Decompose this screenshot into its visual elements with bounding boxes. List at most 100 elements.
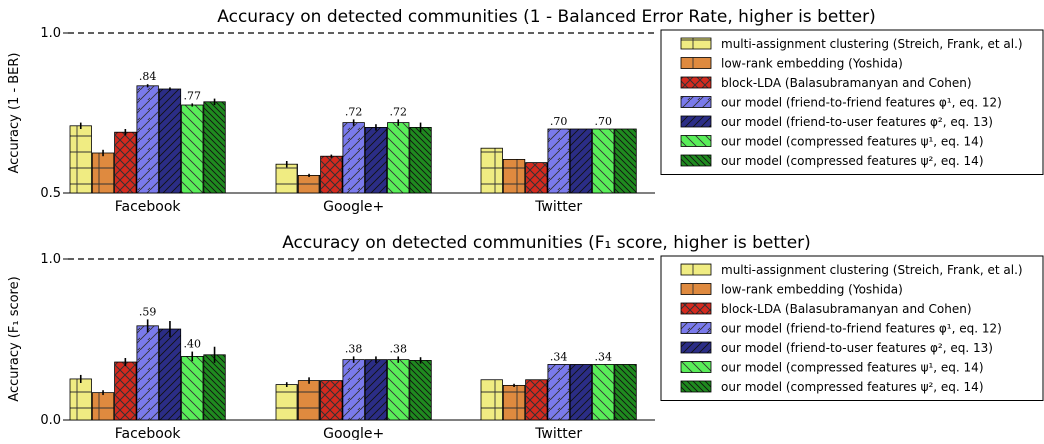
- x-tick-label: Google+: [323, 199, 384, 215]
- legend-swatch: [680, 96, 712, 108]
- y-tick-label: 0.5: [40, 186, 61, 201]
- bar: [364, 359, 388, 421]
- legend-swatch: [680, 37, 712, 50]
- bar: [342, 122, 365, 194]
- bar: [409, 360, 432, 421]
- legend-entry: our model (compressed features ψ², eq. 1…: [721, 380, 984, 394]
- legend-swatch: [680, 115, 712, 128]
- bar: [297, 380, 321, 421]
- bar: [181, 356, 204, 421]
- bar: [114, 361, 137, 421]
- legend-swatch: [680, 57, 712, 69]
- legend-swatch: [680, 341, 712, 354]
- bar: [409, 127, 432, 194]
- data-label: .84: [139, 70, 157, 83]
- bar: [158, 88, 182, 194]
- x-tick-label: Google+: [323, 426, 384, 440]
- data-label: .70: [550, 115, 568, 128]
- legend-swatch: [680, 322, 712, 334]
- y-tick-label: 1.0: [40, 26, 61, 41]
- data-label: .77: [184, 89, 202, 102]
- bar: [114, 131, 137, 194]
- legend-swatch: [680, 135, 712, 147]
- chart-title: Accuracy on detected communities (1 - Ba…: [217, 7, 875, 27]
- bar: [569, 364, 593, 421]
- legend-entry: block-LDA (Balasubramanyan and Cohen): [721, 76, 972, 90]
- bar: [547, 128, 570, 194]
- bar: [614, 364, 637, 421]
- bar: [136, 325, 159, 421]
- bar: [480, 147, 503, 194]
- data-label: .38: [345, 342, 363, 355]
- legend-swatch: [680, 283, 712, 295]
- bar: [387, 122, 410, 194]
- bar: [91, 152, 115, 194]
- legend-swatch: [680, 263, 712, 276]
- legend-swatch: [680, 76, 712, 89]
- legend: multi-assignment clustering (Streich, Fr…: [660, 255, 1044, 401]
- legend-swatch: [680, 361, 712, 373]
- bar: [342, 359, 365, 421]
- legend-entry: our model (friend-to-user features φ², e…: [721, 115, 993, 129]
- data-label: .72: [345, 105, 363, 118]
- bar: [136, 85, 159, 194]
- bar: [275, 384, 298, 421]
- y-tick-label: 1.0: [40, 252, 61, 267]
- y-axis-label: Accuracy (1 - BER): [7, 52, 22, 173]
- chart-panel-1: Accuracy on detected communities (1 - Ba…: [7, 7, 1044, 215]
- legend-swatch: [680, 154, 712, 167]
- legend-entry: our model (friend-to-friend features φ¹,…: [721, 96, 1002, 110]
- chart-title: Accuracy on detected communities (F₁ sco…: [282, 233, 811, 253]
- chart-panel-2: Accuracy on detected communities (F₁ sco…: [7, 233, 1044, 442]
- bar: [592, 364, 615, 421]
- y-tick-label: 0.0: [40, 413, 61, 428]
- bar: [387, 359, 410, 421]
- data-label: .40: [184, 338, 202, 351]
- data-label: .38: [390, 342, 408, 355]
- bar: [364, 127, 388, 194]
- legend-box: [660, 29, 1044, 175]
- data-label: .34: [595, 350, 613, 363]
- bar: [275, 163, 298, 194]
- legend-swatch: [680, 302, 712, 315]
- bar: [181, 104, 204, 194]
- data-label: .72: [390, 105, 408, 118]
- bar: [69, 378, 92, 421]
- legend-entry: block-LDA (Balasubramanyan and Cohen): [721, 302, 972, 316]
- bar: [203, 354, 226, 421]
- x-tick-label: Facebook: [115, 426, 182, 440]
- bar: [158, 328, 182, 421]
- bar: [502, 384, 526, 421]
- x-tick-label: Twitter: [534, 199, 582, 215]
- bar: [525, 379, 548, 421]
- legend-entry: our model (compressed features ψ¹, eq. 1…: [721, 135, 984, 149]
- bar: [320, 155, 343, 194]
- bar: [203, 101, 226, 194]
- bar: [525, 162, 548, 194]
- y-axis-label: Accuracy (F₁ score): [7, 276, 22, 401]
- bar: [480, 379, 503, 421]
- bar: [320, 380, 343, 421]
- data-label: .59: [139, 305, 157, 318]
- data-label: .34: [550, 350, 568, 363]
- bar: [614, 128, 637, 194]
- legend: multi-assignment clustering (Streich, Fr…: [660, 29, 1044, 175]
- x-tick-label: Facebook: [115, 199, 182, 215]
- legend-entry: our model (compressed features ψ¹, eq. 1…: [721, 361, 984, 375]
- legend-entry: multi-assignment clustering (Streich, Fr…: [721, 37, 1023, 51]
- bar: [592, 128, 615, 194]
- bar: [69, 125, 92, 194]
- bar: [502, 158, 526, 194]
- bar: [297, 174, 321, 194]
- legend-entry: our model (compressed features ψ², eq. 1…: [721, 154, 984, 168]
- legend-entry: low-rank embedding (Yoshida): [721, 57, 903, 71]
- legend-swatch: [680, 380, 712, 393]
- data-label: .70: [595, 115, 613, 128]
- legend-entry: our model (friend-to-user features φ², e…: [721, 341, 993, 355]
- legend-entry: multi-assignment clustering (Streich, Fr…: [721, 263, 1023, 277]
- legend-entry: our model (friend-to-friend features φ¹,…: [721, 322, 1002, 336]
- x-tick-label: Twitter: [534, 426, 582, 440]
- bar: [569, 128, 593, 194]
